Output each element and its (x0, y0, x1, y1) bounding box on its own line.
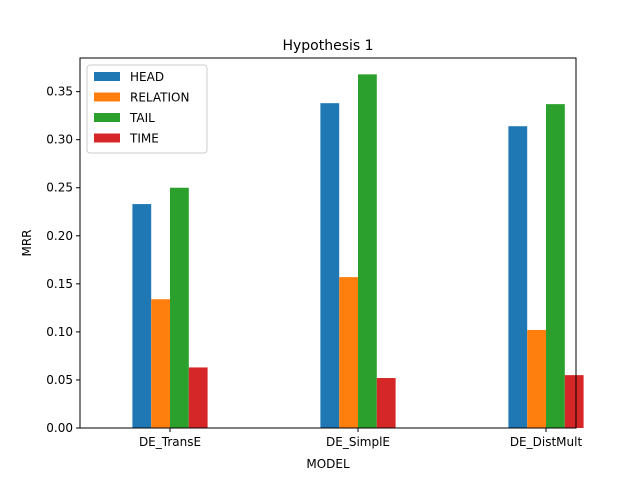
legend-label-relation: RELATION (130, 91, 189, 105)
legend-box (86, 64, 208, 154)
bar-tail-de-simple (358, 74, 377, 428)
x-tick-label: DE_SimplE (326, 435, 390, 449)
legend-swatch-tail (94, 113, 120, 122)
y-tick-label: 0.35 (46, 85, 73, 99)
x-tick-label: DE_DistMult (510, 435, 583, 449)
y-tick-label: 0.20 (46, 229, 73, 243)
bar-tail-de-transe (170, 187, 189, 428)
legend-label-head: HEAD (130, 70, 164, 84)
y-tick-label: 0.05 (46, 373, 73, 387)
legend-swatch-head (94, 72, 120, 81)
y-axis: 0.00 0.05 0.10 0.15 0.20 0.25 0.30 0.35 (46, 85, 80, 435)
x-axis: DE_TransE DE_SimplE DE_DistMult (139, 428, 583, 449)
legend-swatch-time (94, 133, 120, 143)
bar-relation-de-distmult (527, 329, 546, 428)
y-tick-label: 0.00 (46, 421, 73, 435)
bar-time-de-transe (188, 367, 208, 428)
legend-label-tail: TAIL (129, 111, 155, 125)
x-tick-label: DE_TransE (139, 435, 201, 449)
bars-layer (132, 74, 584, 429)
y-axis-label: MRR (20, 229, 34, 256)
legend: HEAD RELATION TAIL TIME (86, 64, 208, 154)
bar-time-de-distmult (564, 375, 584, 428)
bar-head-de-transe (132, 204, 152, 428)
chart-title: Hypothesis 1 (282, 38, 373, 54)
bar-tail-de-distmult (546, 104, 565, 428)
bar-head-de-distmult (508, 126, 528, 428)
plot-area-frame (79, 57, 577, 429)
legend-swatch-relation (94, 92, 120, 102)
bar-time-de-simple (376, 378, 396, 428)
bar-head-de-simple (320, 103, 340, 429)
x-axis-label: MODEL (306, 457, 350, 471)
y-tick-label: 0.25 (46, 181, 73, 195)
y-tick-label: 0.15 (46, 277, 73, 291)
y-tick-label: 0.30 (46, 133, 73, 147)
bar-relation-de-transe (151, 299, 170, 428)
legend-label-time: TIME (129, 132, 159, 146)
y-tick-label: 0.10 (46, 325, 73, 339)
bar-relation-de-simple (339, 277, 358, 428)
